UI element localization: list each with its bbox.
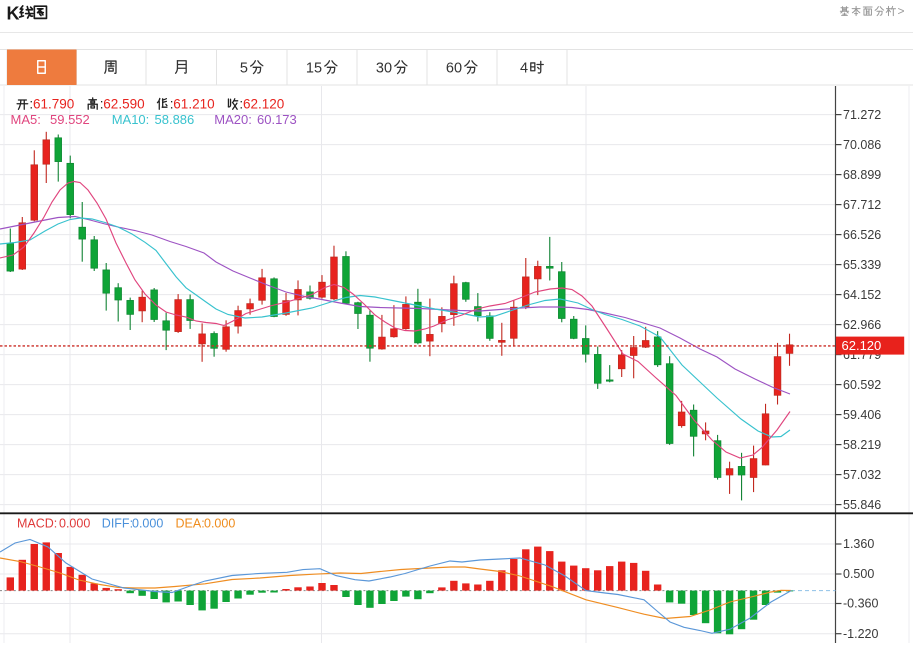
- svg-text:61.790: 61.790: [33, 97, 74, 112]
- svg-text:61.210: 61.210: [173, 97, 214, 112]
- svg-text:62.120: 62.120: [243, 97, 284, 112]
- svg-text:1.360: 1.360: [843, 537, 874, 551]
- svg-text:4: 4: [520, 60, 528, 76]
- svg-text:DEA:: DEA:: [176, 517, 205, 531]
- svg-text:67.712: 67.712: [843, 198, 881, 212]
- svg-text:64.152: 64.152: [843, 288, 881, 302]
- svg-text:59.406: 59.406: [843, 408, 881, 422]
- svg-text:60: 60: [446, 60, 462, 76]
- svg-text:15: 15: [306, 60, 322, 76]
- svg-text:MA5:: MA5:: [11, 112, 41, 127]
- svg-text:DIFF:: DIFF:: [102, 517, 133, 531]
- svg-text:57.032: 57.032: [843, 468, 881, 482]
- svg-text:55.846: 55.846: [843, 498, 881, 512]
- svg-text:0.000: 0.000: [132, 517, 163, 531]
- svg-text:59.552: 59.552: [50, 112, 90, 127]
- svg-text:66.526: 66.526: [843, 228, 881, 242]
- svg-text:58.886: 58.886: [155, 112, 195, 127]
- svg-text:MA20:: MA20:: [214, 112, 252, 127]
- svg-text:68.899: 68.899: [843, 168, 881, 182]
- svg-text::: :: [29, 97, 33, 112]
- svg-text:62.590: 62.590: [103, 97, 144, 112]
- svg-text:0.500: 0.500: [843, 567, 874, 581]
- svg-text::: :: [170, 97, 174, 112]
- svg-text:MACD:: MACD:: [17, 517, 57, 531]
- svg-text:30: 30: [376, 60, 392, 76]
- svg-text:62.966: 62.966: [843, 318, 881, 332]
- svg-text::: :: [100, 97, 104, 112]
- svg-text:60.173: 60.173: [257, 112, 297, 127]
- svg-text:5: 5: [240, 60, 248, 76]
- svg-text:-1.220: -1.220: [843, 627, 878, 641]
- svg-text:60.592: 60.592: [843, 378, 881, 392]
- svg-text:70.086: 70.086: [843, 138, 881, 152]
- svg-text:K: K: [7, 4, 20, 24]
- svg-text:-0.360: -0.360: [843, 597, 878, 611]
- svg-text:71.272: 71.272: [843, 108, 881, 122]
- svg-text:0.000: 0.000: [59, 517, 90, 531]
- svg-text:MA10:: MA10:: [112, 112, 150, 127]
- svg-text:>: >: [898, 4, 905, 18]
- svg-text:65.339: 65.339: [843, 258, 881, 272]
- svg-text::: :: [239, 97, 243, 112]
- svg-text:62.120: 62.120: [842, 338, 882, 353]
- svg-text:0.000: 0.000: [204, 517, 235, 531]
- svg-text:58.219: 58.219: [843, 438, 881, 452]
